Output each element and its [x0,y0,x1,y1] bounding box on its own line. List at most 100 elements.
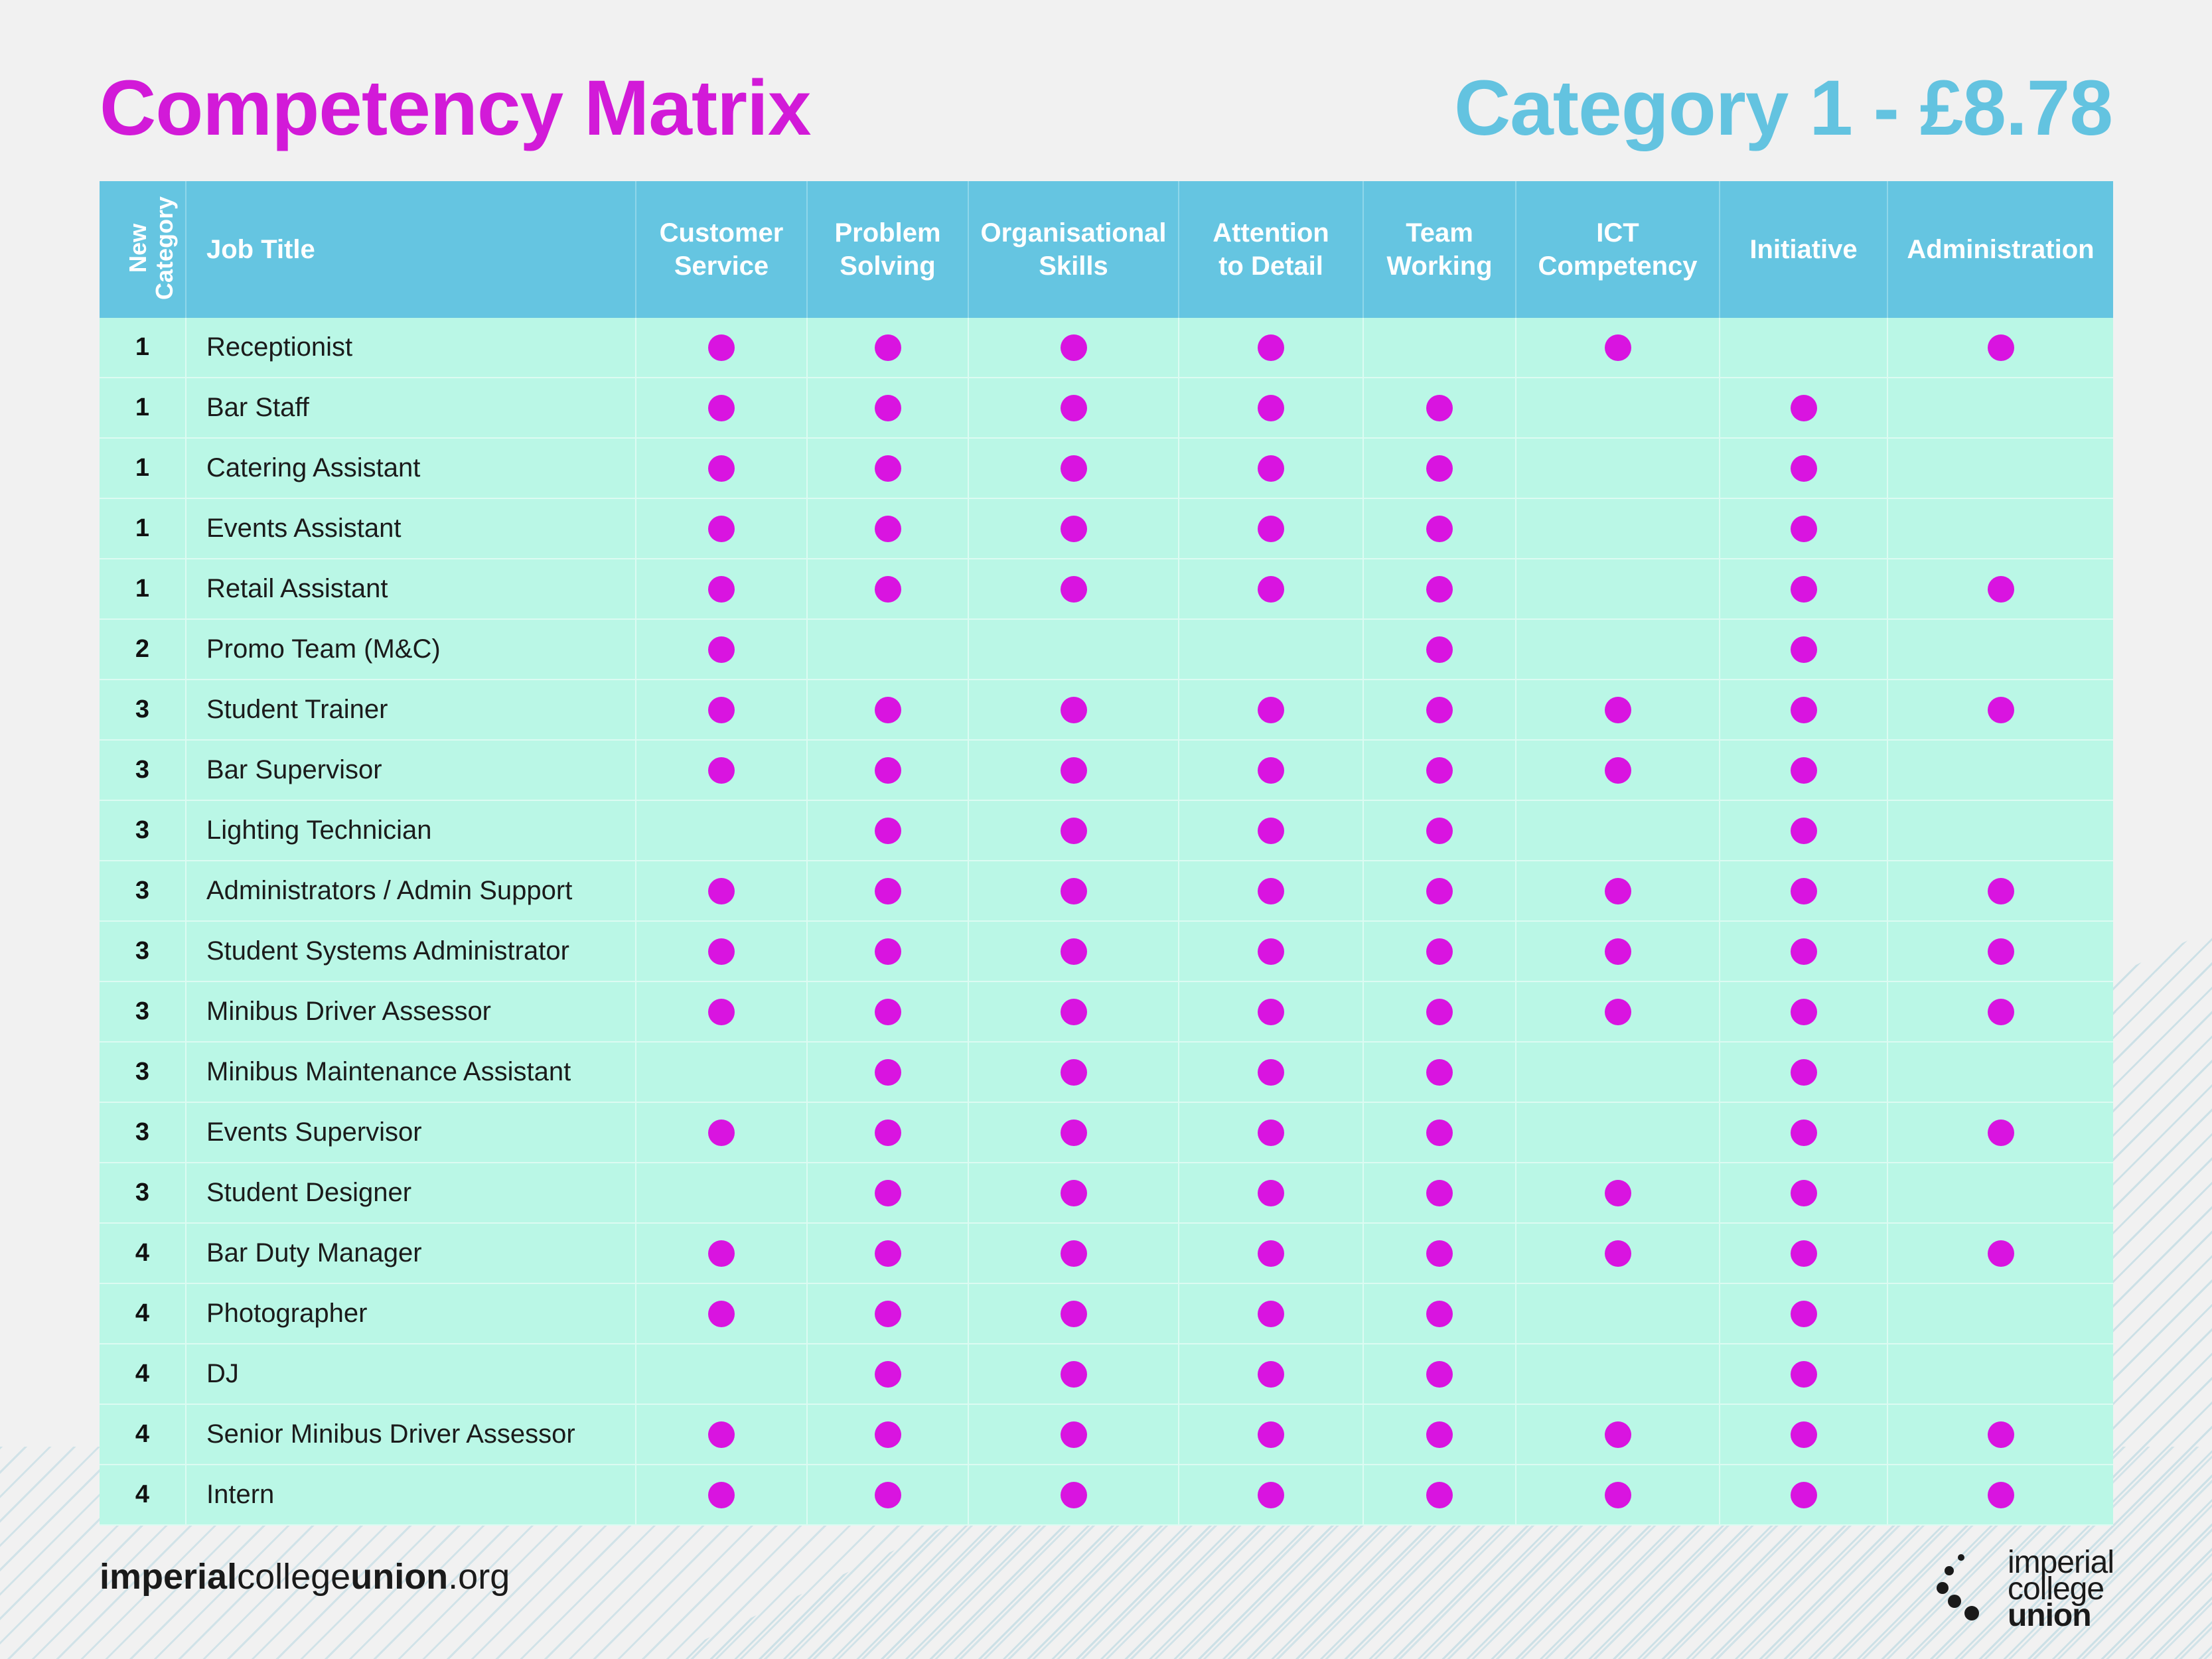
competency-dot-icon [1604,1179,1631,1206]
competency-cell [1516,1283,1720,1344]
competency-cell [1720,1404,1888,1465]
competency-cell [1363,800,1516,861]
competency-cell [1887,740,2113,801]
column-header-competency: Administration [1887,181,2113,318]
competency-dot-icon [708,575,735,603]
competency-cell [807,1344,969,1405]
competency-cell [1887,800,2113,861]
competency-cell [1179,1404,1364,1465]
competency-cell [968,438,1179,499]
row-job-title: Senior Minibus Driver Assessor [186,1404,636,1465]
competency-dot-icon [1426,394,1453,421]
table-row: 1 Events Assistant [100,498,2113,559]
competency-dot-icon [708,696,735,723]
table-row: 4 Intern [100,1465,2113,1526]
competency-cell [968,378,1179,439]
competency-dot-icon [1426,757,1453,784]
row-category: 1 [100,378,186,439]
row-category: 3 [100,680,186,741]
competency-cell [1887,861,2113,922]
url-part-union: union [350,1557,449,1597]
competency-dot-icon [1258,1421,1284,1448]
competency-cell [1363,740,1516,801]
competency-dot-icon [1060,1240,1087,1267]
competency-cell [1516,981,1720,1043]
logo-line-2: college [2007,1571,2104,1607]
competency-cell [1516,861,1720,922]
table-header-row: New Category Job Title Customer Service Pro… [100,181,2113,318]
column-header-job-title: Job Title [186,181,636,318]
competency-cell [636,740,808,801]
competency-cell [1516,800,1720,861]
competency-cell [968,1465,1179,1526]
competency-cell [1179,1223,1364,1284]
competency-dot-icon [1790,1119,1817,1146]
row-job-title: Receptionist [186,318,636,378]
competency-cell [1363,318,1516,378]
competency-cell [1720,438,1888,499]
competency-cell [1720,318,1888,378]
website-url: imperialcollegeunion.org [100,1556,510,1597]
competency-cell [807,1465,969,1526]
competency-dot-icon [874,877,901,904]
competency-cell [1363,378,1516,439]
competency-dot-icon [1426,817,1453,844]
competency-dot-icon [1790,636,1817,663]
competency-dot-icon [1426,877,1453,904]
competency-cell [968,680,1179,741]
competency-dot-icon [708,1300,735,1327]
competency-cell [1363,1465,1516,1526]
competency-dot-icon [1258,1240,1284,1267]
competency-cell [1179,1344,1364,1405]
competency-cell [968,740,1179,801]
competency-dot-icon [1790,817,1817,844]
competency-cell [1720,861,1888,922]
table-row: 3 Minibus Driver Assessor [100,981,2113,1043]
competency-dot-icon [1060,1300,1087,1327]
table-row: 1 Catering Assistant [100,438,2113,499]
competency-dot-icon [1987,1240,2014,1267]
competency-cell [968,1223,1179,1284]
column-header-competency: ICT Competency [1516,181,1720,318]
competency-dot-icon [1426,515,1453,542]
competency-dot-icon [1426,1421,1453,1448]
competency-cell [968,1283,1179,1344]
competency-cell [1363,1042,1516,1103]
competency-cell [1516,438,1720,499]
competency-cell [1179,740,1364,801]
competency-dot-icon [1060,1179,1087,1206]
competency-dot-icon [874,1360,901,1388]
competency-cell [636,1283,808,1344]
competency-dot-icon [1790,877,1817,904]
competency-cell [807,619,969,680]
competency-dot-icon [1426,1119,1453,1146]
table-row: 2 Promo Team (M&C) [100,619,2113,680]
competency-cell [1363,1283,1516,1344]
competency-dot-icon [708,938,735,965]
row-category: 1 [100,318,186,378]
competency-cell [636,438,808,499]
competency-cell [1179,318,1364,378]
competency-cell [1363,1404,1516,1465]
table-row: 3 Minibus Maintenance Assistant [100,1042,2113,1103]
competency-cell [1516,1163,1720,1224]
competency-dot-icon [708,877,735,904]
competency-dot-icon [1258,817,1284,844]
competency-cell [636,1465,808,1526]
row-category: 3 [100,740,186,801]
competency-cell [807,318,969,378]
competency-dot-icon [874,938,901,965]
url-part-college: college [237,1557,351,1597]
competency-cell [807,498,969,559]
competency-dot-icon [1258,394,1284,421]
competency-cell [1363,1344,1516,1405]
competency-dot-icon [1258,1481,1284,1508]
competency-cell [1516,318,1720,378]
competency-cell [1887,1223,2113,1284]
competency-cell [1363,981,1516,1043]
competency-dot-icon [708,394,735,421]
row-job-title: Catering Assistant [186,438,636,499]
competency-dot-icon [1426,455,1453,482]
row-category: 4 [100,1344,186,1405]
competency-cell [807,1223,969,1284]
